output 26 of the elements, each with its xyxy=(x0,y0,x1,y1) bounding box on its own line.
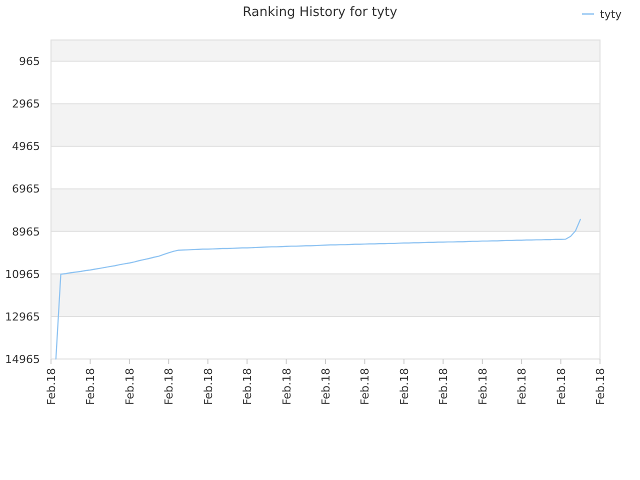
x-tick-label: Feb.18 xyxy=(476,368,490,405)
x-tick-label: Feb.18 xyxy=(45,368,58,405)
y-tick-label: 6965 xyxy=(12,182,40,196)
x-tick-label: Feb.18 xyxy=(437,368,450,405)
y-tick-label: 8965 xyxy=(12,225,40,238)
x-tick-label: Feb.18 xyxy=(162,368,176,405)
x-tick-label: Feb.18 xyxy=(123,368,136,405)
line-series xyxy=(55,218,581,360)
x-tick-label: Feb.18 xyxy=(280,368,294,405)
x-tick-label: Feb.18 xyxy=(358,368,372,405)
x-tick-label: Feb.18 xyxy=(202,368,215,405)
legend-label: tyty xyxy=(600,8,622,21)
x-tick-label: Feb.18 xyxy=(84,368,98,405)
chart-title: Ranking History for tyty xyxy=(242,5,398,20)
y-tick-label: 4965 xyxy=(12,140,40,154)
y-tick-label: 10965 xyxy=(5,268,40,281)
x-tick-label: Feb.18 xyxy=(516,368,529,405)
x-tick-label: Feb.18 xyxy=(554,368,568,405)
y-tick-label: 14965 xyxy=(5,352,40,366)
y-tick-label: 965 xyxy=(19,55,40,68)
x-tick-label: Feb.18 xyxy=(594,368,607,405)
x-tick-label: Feb.18 xyxy=(320,368,332,405)
x-tick-label: Feb.18 xyxy=(241,368,254,405)
y-tick-label: 2965 xyxy=(12,98,40,111)
x-tick-label: Feb.18 xyxy=(398,368,411,405)
y-tick-label: 12965 xyxy=(5,310,40,324)
